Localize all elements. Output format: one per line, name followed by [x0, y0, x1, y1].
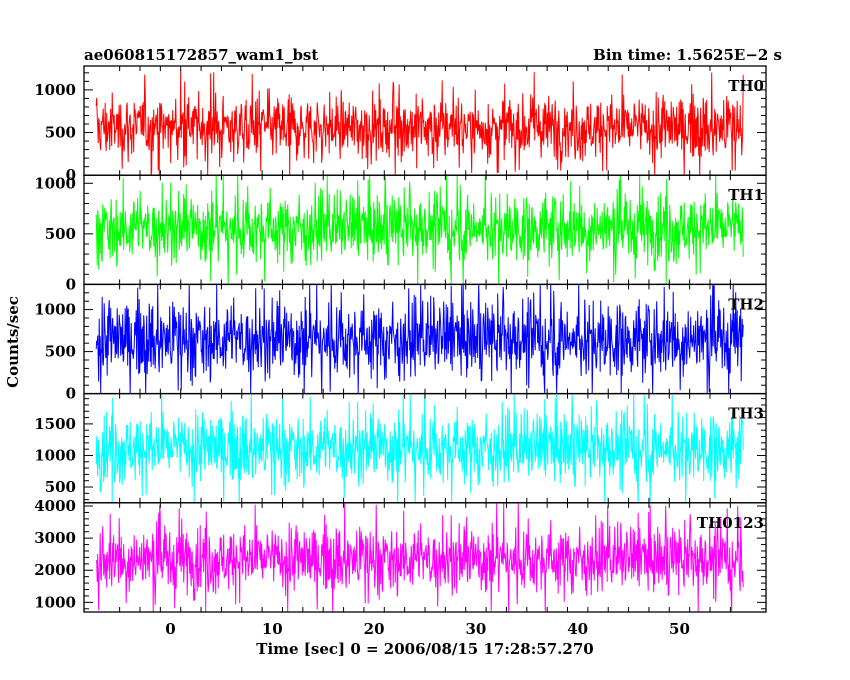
series-line-th0 [95, 69, 744, 176]
series-line-th1 [95, 175, 744, 285]
panel-label-th2: TH2 [728, 295, 764, 313]
series-line-th2 [95, 284, 744, 394]
y-tick-label: 2000 [34, 561, 76, 579]
chart-title: ae060815172857_wam1_bst [84, 46, 318, 64]
y-tick-label: 0 [66, 166, 76, 184]
x-tick-label: 10 [262, 620, 283, 638]
y-tick-label: 500 [45, 225, 76, 243]
panel-label-th0123: TH0123 [697, 514, 764, 532]
panel-label-th3: TH3 [728, 405, 764, 423]
x-tick-label: 20 [364, 620, 385, 638]
panel-label-th0: TH0 [728, 77, 764, 95]
y-tick-label: 1000 [34, 81, 76, 99]
y-tick-label: 1000 [34, 446, 76, 464]
series-line-th0123 [95, 502, 744, 613]
y-tick-label: 0 [66, 385, 76, 403]
y-tick-label: 1000 [34, 593, 76, 611]
x-tick-label: 50 [669, 620, 690, 638]
y-tick-label: 1000 [34, 174, 76, 192]
y-tick-label: 500 [45, 478, 76, 496]
bin-time-label: Bin time: 1.5625E−2 s [593, 46, 782, 64]
y-tick-label: 1500 [34, 415, 76, 433]
y-tick-label: 0 [66, 275, 76, 293]
x-tick-label: 40 [567, 620, 588, 638]
y-axis-label: Counts/sec [4, 296, 22, 388]
y-tick-label: 3000 [34, 529, 76, 547]
x-axis-label: Time [sec] 0 = 2006/08/15 17:28:57.270 [256, 640, 593, 658]
x-tick-label: 30 [465, 620, 486, 638]
y-tick-label: 4000 [34, 497, 76, 515]
y-tick-label: 1000 [34, 301, 76, 319]
y-tick-label: 500 [45, 124, 76, 142]
x-tick-label: 0 [165, 620, 175, 638]
y-tick-label: 500 [45, 343, 76, 361]
series-line-th3 [95, 393, 744, 503]
panel-label-th1: TH1 [728, 186, 764, 204]
